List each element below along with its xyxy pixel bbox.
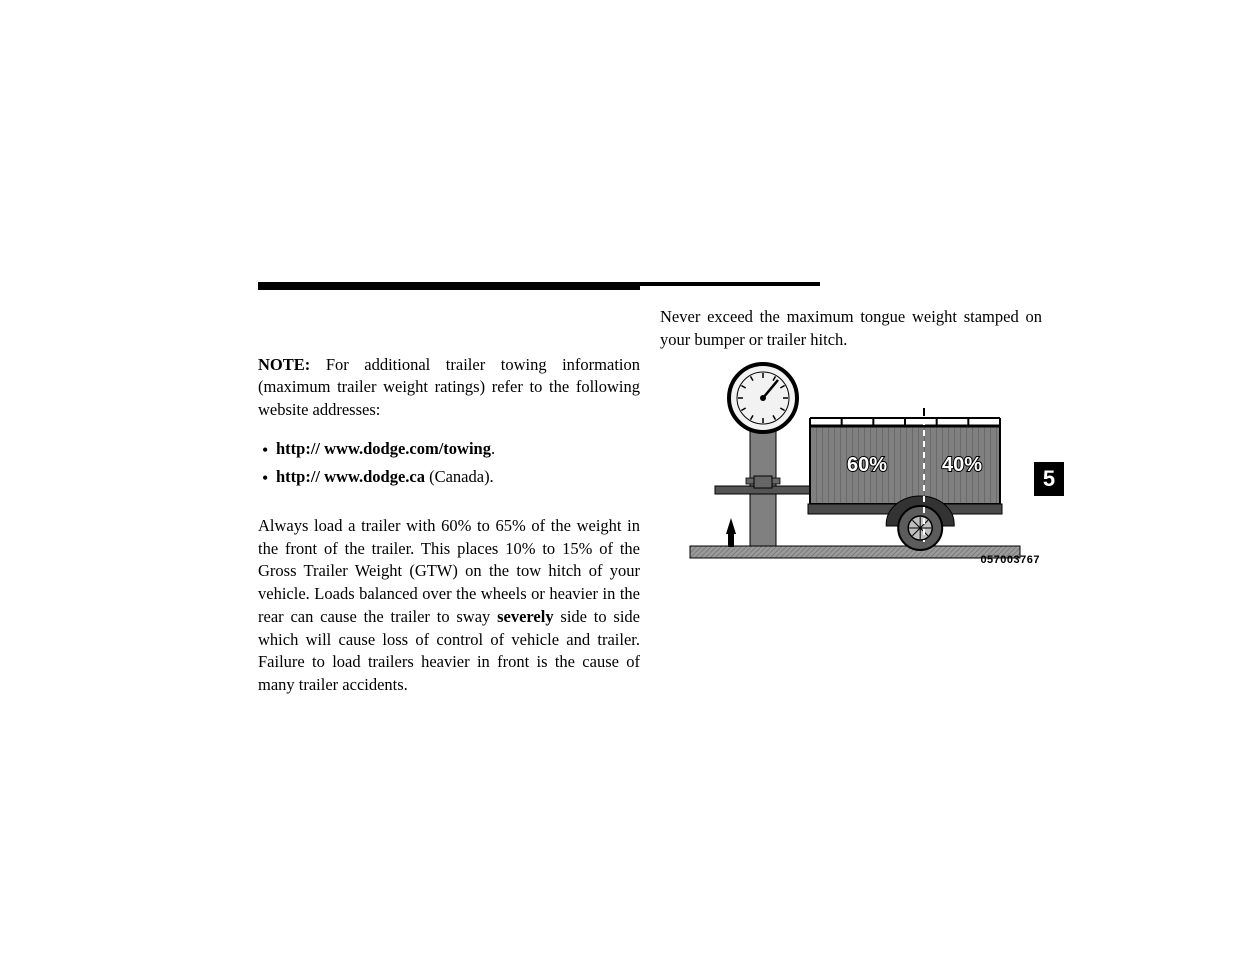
list-item-text: http:// www.dodge.com/towing. [276, 439, 640, 459]
header-rule-thin [640, 282, 820, 286]
svg-text:40%: 40% [942, 454, 982, 476]
trailer-load-figure: 60% 40% 057003767 [660, 358, 1042, 568]
note-label: NOTE: [258, 355, 310, 374]
trailer-load-svg: 60% 40% [660, 358, 1042, 568]
url-suffix: . [491, 439, 495, 458]
section-number: 5 [1043, 466, 1055, 492]
right-paragraph: Never exceed the maximum tongue weight s… [660, 306, 1042, 352]
website-list: • http:// www.dodge.com/towing. • http:/… [262, 439, 640, 487]
bullet-icon: • [262, 441, 276, 459]
header-rule-thick [258, 282, 640, 290]
list-item-text: http:// www.dodge.ca (Canada). [276, 467, 640, 487]
left-column: NOTE: For additional trailer towing info… [258, 354, 640, 697]
list-item: • http:// www.dodge.com/towing. [262, 439, 640, 459]
url-suffix: (Canada). [425, 467, 494, 486]
figure-id: 057003767 [980, 554, 1040, 566]
body-paragraph: Always load a trailer with 60% to 65% of… [258, 515, 640, 697]
url-text: http:// www.dodge.ca [276, 467, 425, 486]
list-item: • http:// www.dodge.ca (Canada). [262, 467, 640, 487]
note-paragraph: NOTE: For additional trailer towing info… [258, 354, 640, 421]
section-tab: 5 [1034, 462, 1064, 496]
url-text: http:// www.dodge.com/towing [276, 439, 491, 458]
page: NOTE: For additional trailer towing info… [0, 0, 1235, 954]
svg-text:60%: 60% [847, 454, 887, 476]
right-column: Never exceed the maximum tongue weight s… [660, 306, 1042, 352]
body-bold: severely [497, 607, 554, 626]
bullet-icon: • [262, 469, 276, 487]
note-text: For additional trailer towing informatio… [258, 355, 640, 419]
